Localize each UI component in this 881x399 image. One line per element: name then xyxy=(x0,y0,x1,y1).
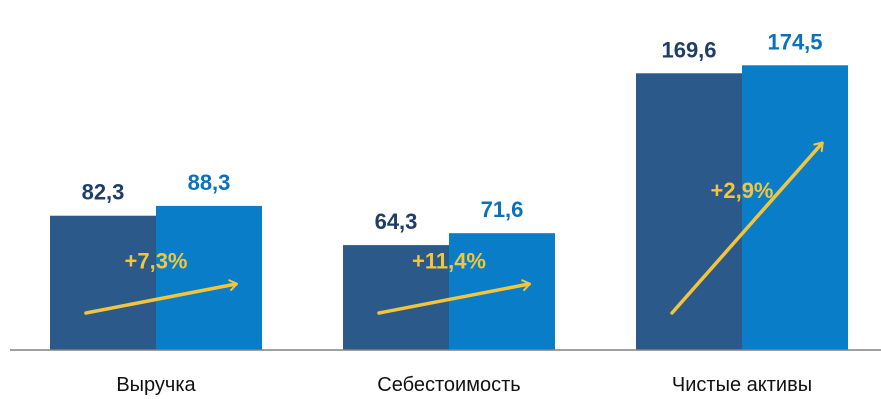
category-label-2: Себестоимость xyxy=(377,374,520,396)
bar-2-2 xyxy=(449,233,555,350)
value-label-2-1: 88,3 xyxy=(188,170,231,195)
category-label-1: Выручка xyxy=(116,374,196,396)
growth-arrow-3 xyxy=(670,141,824,315)
labels-layer: 82,3 88,3 +7,3% Выручка 64,3 71,6 +11,4% Себест… xyxy=(82,29,823,396)
bar-1-2 xyxy=(343,245,449,350)
growth-arrow-1 xyxy=(84,279,238,315)
value-label-2-3: 174,5 xyxy=(767,29,822,54)
category-label-3: Чистые активы xyxy=(672,374,812,396)
bar-2-3 xyxy=(742,65,848,350)
growth-arrow-2 xyxy=(377,279,531,315)
bars-layer xyxy=(50,65,848,350)
growth-arrows-layer xyxy=(84,141,824,315)
bar-2-1 xyxy=(156,205,262,350)
bar-1-1 xyxy=(50,215,156,350)
value-label-2-2: 71,6 xyxy=(481,197,524,222)
value-label-1-1: 82,3 xyxy=(82,180,125,205)
value-label-1-3: 169,6 xyxy=(661,37,716,62)
growth-label-3: +2,9% xyxy=(711,178,774,203)
growth-label-1: +7,3% xyxy=(125,249,188,274)
growth-label-2: +11,4% xyxy=(412,249,486,274)
value-label-1-2: 64,3 xyxy=(375,209,418,234)
bar-1-3 xyxy=(636,73,742,350)
